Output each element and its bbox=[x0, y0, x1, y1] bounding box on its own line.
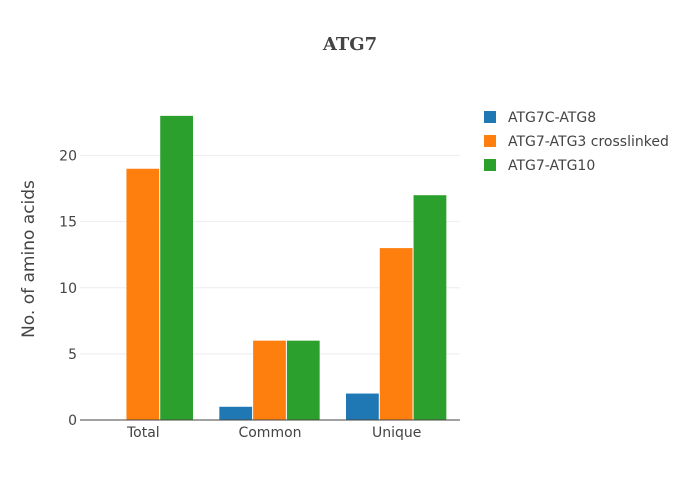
x-tick-label: Common bbox=[238, 425, 301, 441]
legend-label: ATG7-ATG3 crosslinked bbox=[508, 134, 669, 150]
y-tick-label: 5 bbox=[68, 347, 77, 363]
bar-total-series-3[interactable] bbox=[160, 115, 193, 420]
y-tick-label: 15 bbox=[59, 215, 77, 231]
legend-swatch bbox=[484, 135, 496, 147]
legend-item[interactable]: ATG7C-ATG8 bbox=[484, 110, 596, 126]
legend-swatch bbox=[484, 111, 496, 123]
y-axis-title: No. of amino acids bbox=[19, 180, 39, 338]
y-tick-label: 20 bbox=[59, 149, 77, 165]
y-tick-label: 0 bbox=[68, 413, 77, 429]
bar-common-series-2[interactable] bbox=[253, 340, 286, 420]
legend-label: ATG7-ATG10 bbox=[508, 158, 595, 174]
bar-common-series-3[interactable] bbox=[286, 340, 320, 420]
legend[interactable]: ATG7C-ATG8 ATG7-ATG3 crosslinked ATG7-ATG1… bbox=[484, 110, 669, 174]
legend-label: ATG7C-ATG8 bbox=[508, 110, 596, 126]
x-tick-label: Unique bbox=[372, 425, 421, 441]
x-axis-ticks: Total Common Unique bbox=[126, 425, 421, 441]
bar-total-series-2[interactable] bbox=[126, 168, 160, 420]
x-tick-label: Total bbox=[126, 425, 160, 441]
legend-item[interactable]: ATG7-ATG10 bbox=[484, 158, 595, 174]
bar-unique-series-1[interactable] bbox=[346, 393, 379, 420]
chart-title: ATG7 bbox=[322, 34, 377, 55]
legend-item[interactable]: ATG7-ATG3 crosslinked bbox=[484, 134, 669, 150]
bar-common-series-1[interactable] bbox=[219, 406, 253, 420]
bars bbox=[126, 115, 447, 420]
y-tick-label: 10 bbox=[59, 281, 77, 297]
bar-unique-series-3[interactable] bbox=[413, 195, 447, 420]
legend-swatch bbox=[484, 159, 496, 171]
bar-unique-series-2[interactable] bbox=[379, 248, 413, 420]
y-axis-ticks: 0 5 10 15 20 bbox=[59, 149, 77, 429]
